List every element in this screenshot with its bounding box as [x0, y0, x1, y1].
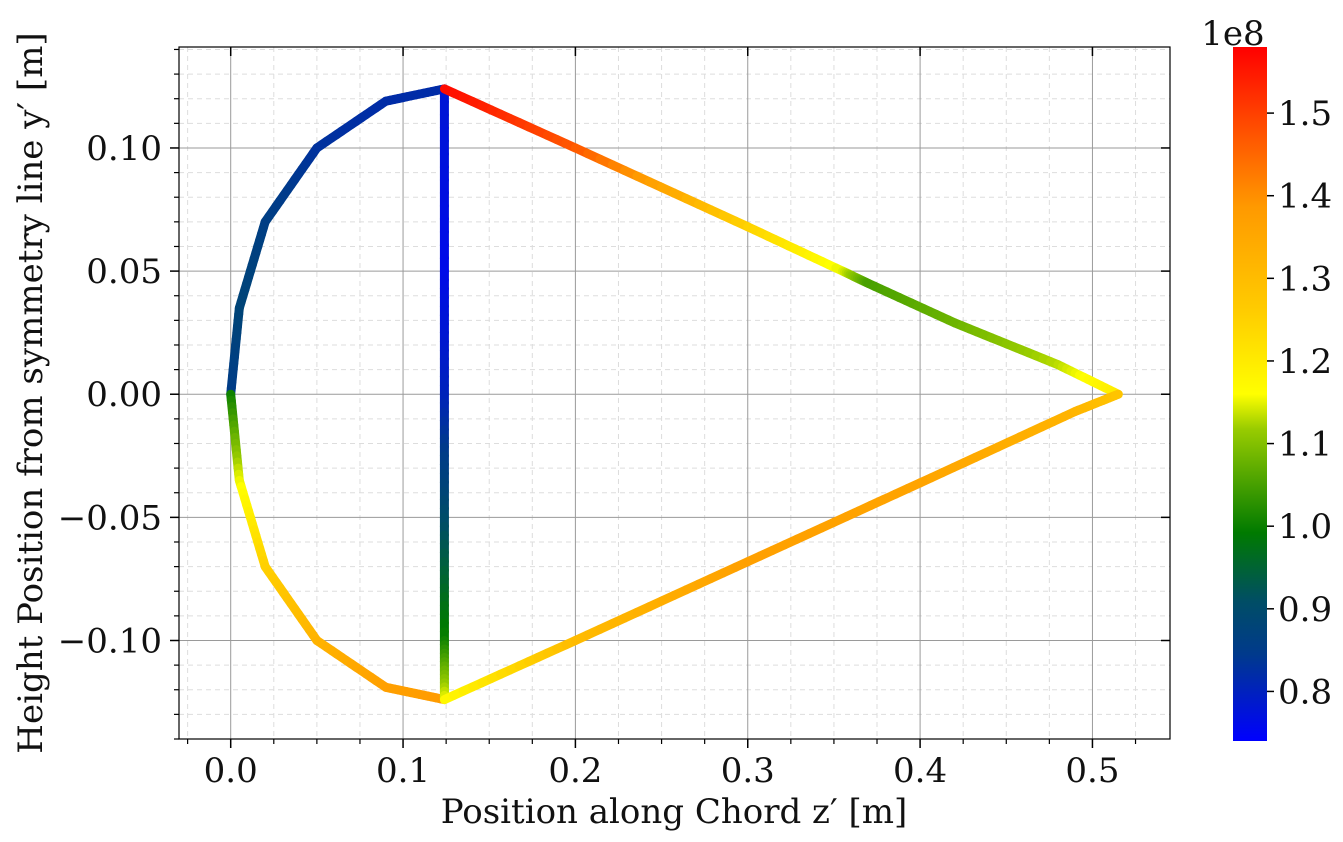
- series-lower-edge: [439, 389, 1123, 705]
- colorbar-tick-label: 1.1: [1278, 425, 1332, 465]
- x-tick-label: 0.1: [376, 751, 430, 791]
- colorbar-tick-label: 1.3: [1278, 259, 1332, 299]
- x-axis-label: Position along Chord z′ [m]: [441, 792, 908, 832]
- x-tick-label: 0.2: [548, 751, 602, 791]
- plot-background: [179, 47, 1170, 739]
- colorbar-tick-label: 1.5: [1278, 94, 1332, 134]
- data-point: [1110, 389, 1123, 400]
- y-tick-label: −0.05: [58, 498, 162, 538]
- x-tick-label: 0.0: [204, 751, 258, 791]
- colorbar-tick-label: 0.8: [1278, 672, 1332, 712]
- y-tick-label: −0.10: [58, 621, 162, 661]
- data-layer: [226, 84, 1123, 705]
- y-tick-label: 0.05: [86, 252, 162, 292]
- plot-frame: [178, 46, 1171, 740]
- colorbar-tick-label: 1.4: [1278, 177, 1332, 217]
- x-tick-label: 0.3: [721, 751, 775, 791]
- y-axis-label: Height Position from symmetry line y′ [m…: [11, 32, 51, 753]
- y-tick-label: 0.10: [86, 129, 162, 169]
- colorbar-ticks: 0.8 0.9 1.0 1.1 1.2 1.3 1.4 1.5: [1267, 94, 1332, 712]
- colorbar-tick-label: 1.0: [1278, 507, 1332, 547]
- ticks: 0.0 0.1 0.2 0.3 0.4 0.5 0.10 0.05 0.00 −0.05 −0.10: [58, 47, 1170, 791]
- colorbar-tick-label: 0.9: [1278, 590, 1332, 630]
- colorbar: [1233, 47, 1267, 741]
- colorbar-multiplier: 1e8: [1201, 14, 1264, 54]
- x-tick-label: 0.4: [893, 751, 947, 791]
- colorbar-tick-label: 1.2: [1278, 342, 1332, 382]
- x-tick-label: 0.5: [1065, 751, 1119, 791]
- series-upper-edge: [439, 84, 1123, 399]
- y-tick-label: 0.00: [86, 375, 162, 415]
